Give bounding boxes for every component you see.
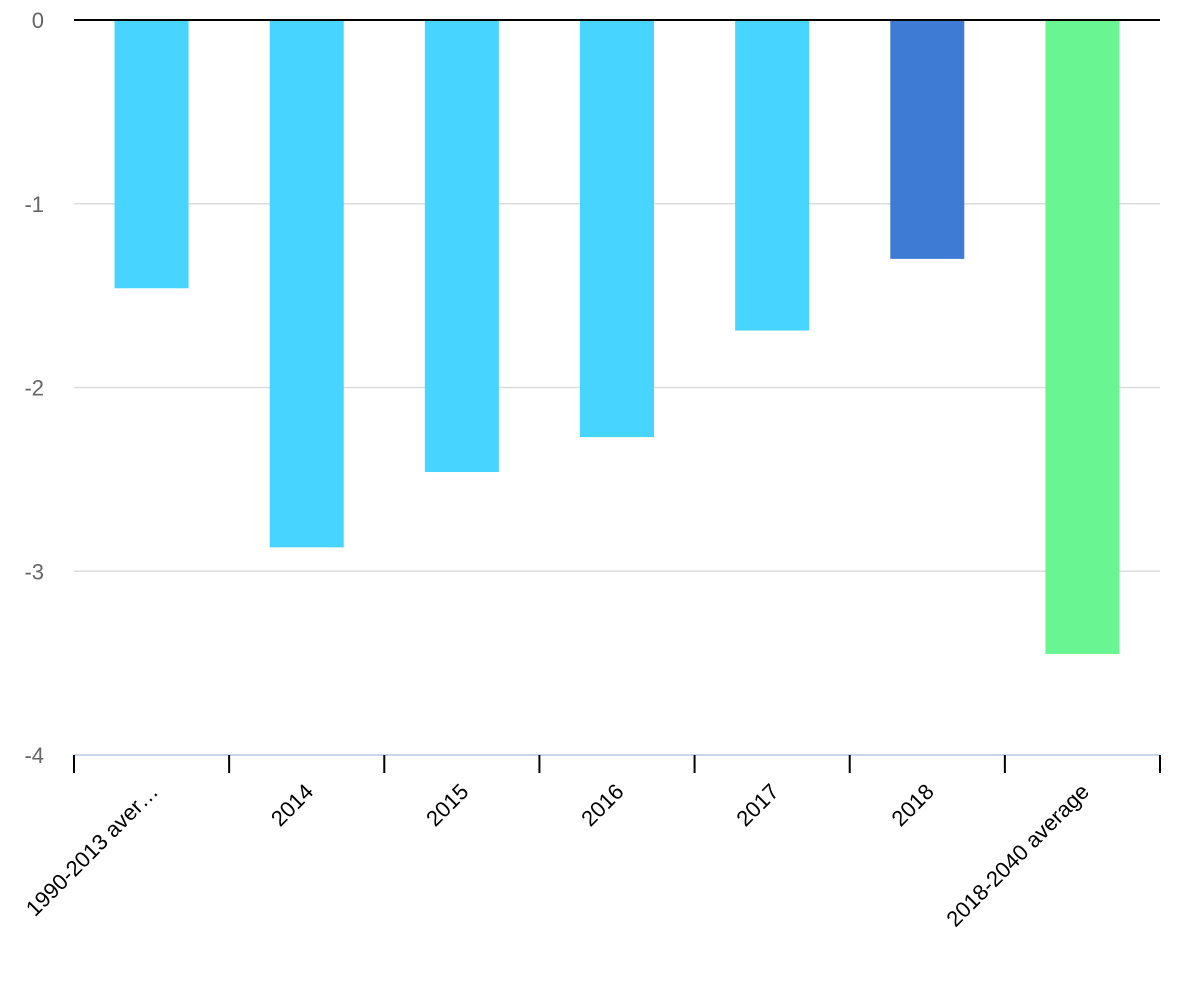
x-axis-labels: 1990-2013 aver… 2014 2015 2016 2017 2018 2018-… [21,779,1094,932]
y-tick-label: -4 [24,743,44,768]
bar[interactable] [580,20,654,438]
y-axis-ticks: 0 -1 -2 -3 -4 [24,8,44,768]
x-tick-label: 2015 [421,779,473,831]
bar[interactable] [890,20,965,259]
y-tick-label: -3 [24,559,44,584]
x-axis-ticks [73,755,1161,773]
x-tick-label: 2018-2040 average [941,779,1094,932]
y-tick-label: 0 [32,8,44,33]
x-tick-label: 2014 [266,779,318,831]
y-tick-label: -2 [24,376,44,401]
x-tick-label: 1990-2013 aver… [21,779,163,921]
bar[interactable] [735,20,810,331]
bar[interactable] [114,20,189,289]
x-tick-label: 2018 [887,779,939,831]
bar[interactable] [1045,20,1120,654]
bar[interactable] [269,20,344,548]
bar[interactable] [424,20,499,473]
x-tick-label: 2017 [731,779,783,831]
x-tick-label: 2016 [576,779,628,831]
bars [114,20,1120,654]
y-tick-label: -1 [24,192,44,217]
